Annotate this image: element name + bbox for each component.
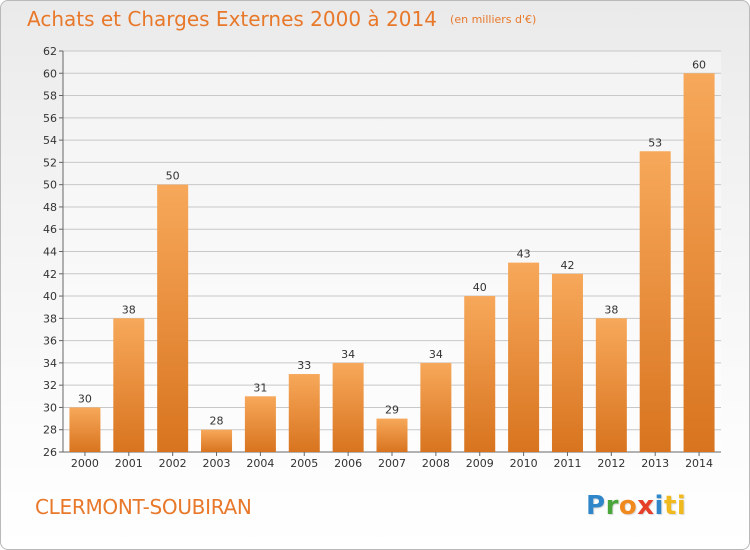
x-tick-label: 2010 (510, 457, 538, 470)
y-tick-label: 62 (43, 45, 57, 58)
bar (376, 418, 408, 452)
bar (69, 407, 101, 452)
bar (244, 396, 276, 452)
x-tick-label: 2005 (290, 457, 318, 470)
logo-letter-4: x (637, 491, 655, 521)
y-tick-label: 42 (43, 268, 57, 281)
y-tick-label: 32 (43, 379, 57, 392)
x-tick-label: 2001 (115, 457, 143, 470)
y-tick-label: 56 (43, 112, 57, 125)
x-tick-label: 2006 (334, 457, 362, 470)
bar (639, 151, 671, 452)
bar (201, 429, 233, 452)
logo-letter-6: ti (663, 491, 687, 521)
bar-value-label: 33 (297, 359, 311, 372)
x-tick-label: 2013 (641, 457, 669, 470)
proxiti-logo: Proxiti (586, 491, 686, 521)
bar (595, 318, 627, 452)
bar (683, 73, 715, 453)
y-tick-label: 26 (43, 446, 57, 459)
y-tick-label: 58 (43, 90, 57, 103)
y-tick-label: 54 (43, 134, 57, 147)
x-tick-label: 2003 (203, 457, 231, 470)
y-tick-label: 36 (43, 335, 57, 348)
y-tick-label: 46 (43, 223, 57, 236)
logo-letter-1: P (586, 491, 606, 521)
logo-letter-3: o (618, 491, 638, 521)
bar (157, 184, 189, 452)
bar-value-label: 40 (473, 281, 487, 294)
bar (508, 262, 540, 452)
x-tick-label: 2014 (685, 457, 713, 470)
y-tick-label: 34 (43, 357, 57, 370)
x-tick-label: 2008 (422, 457, 450, 470)
y-tick-label: 48 (43, 201, 57, 214)
x-tick-label: 2011 (553, 457, 581, 470)
bar-value-label: 42 (560, 259, 574, 272)
y-tick-label: 60 (43, 67, 57, 80)
bar-value-label: 29 (385, 404, 399, 417)
bar (288, 374, 320, 452)
bar-value-label: 43 (517, 248, 531, 261)
y-tick-label: 38 (43, 312, 57, 325)
bar-value-label: 30 (78, 392, 92, 405)
logo-letter-5: i (654, 491, 664, 521)
x-tick-label: 2009 (466, 457, 494, 470)
y-tick-label: 28 (43, 424, 57, 437)
y-tick-label: 30 (43, 401, 57, 414)
logo-letter-2: r (605, 491, 619, 521)
bar-value-label: 34 (341, 348, 355, 361)
bar-value-label: 38 (604, 303, 618, 316)
y-tick-label: 44 (43, 246, 57, 259)
chart-subtitle: (en milliers d'€) (450, 13, 537, 26)
y-tick-label: 50 (43, 179, 57, 192)
bar (551, 273, 583, 452)
x-tick-label: 2007 (378, 457, 406, 470)
x-tick-label: 2004 (246, 457, 274, 470)
bar (464, 296, 496, 452)
x-tick-label: 2000 (71, 457, 99, 470)
bar (420, 362, 452, 452)
y-tick-label: 40 (43, 290, 57, 303)
x-tick-label: 2002 (159, 457, 187, 470)
bar-value-label: 28 (210, 415, 224, 428)
bar-value-label: 31 (253, 381, 267, 394)
bar-value-label: 38 (122, 303, 136, 316)
bar-value-label: 34 (429, 348, 443, 361)
bar-value-label: 60 (692, 58, 706, 71)
x-tick-label: 2012 (597, 457, 625, 470)
bar (113, 318, 145, 452)
bar-value-label: 53 (648, 136, 662, 149)
chart-title: Achats et Charges Externes 2000 à 2014 (27, 7, 437, 31)
y-tick-label: 52 (43, 156, 57, 169)
city-name: CLERMONT-SOUBIRAN (35, 495, 252, 519)
chart-title-group: Achats et Charges Externes 2000 à 2014 (… (27, 7, 536, 31)
bar (332, 362, 364, 452)
bar-value-label: 50 (166, 170, 180, 183)
